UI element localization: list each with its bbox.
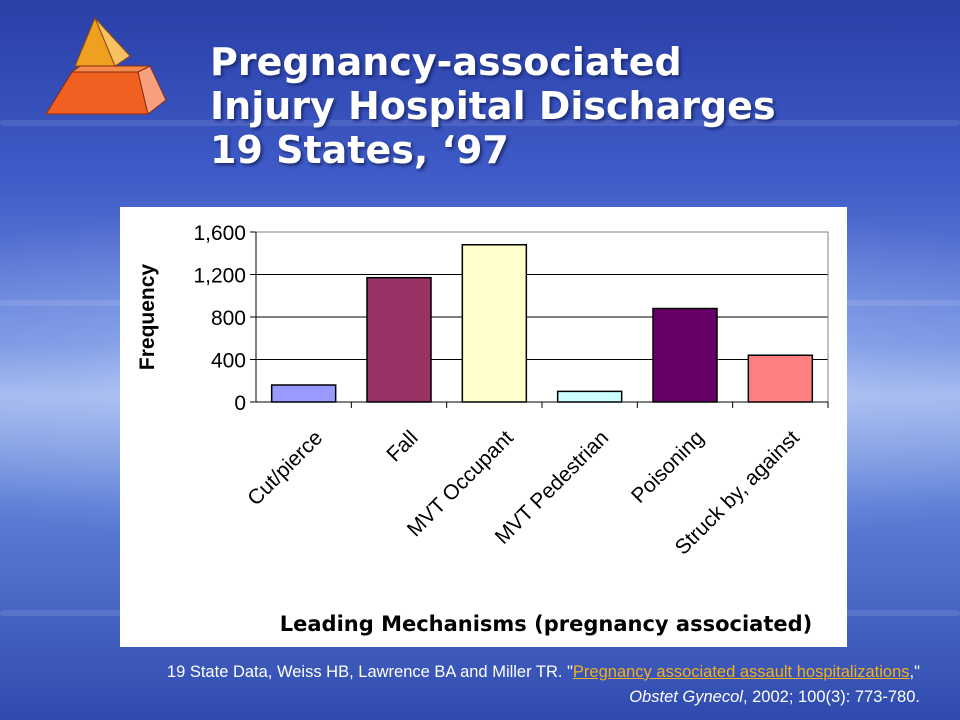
slide-title: Pregnancy-associated Injury Hospital Dis…: [210, 40, 930, 172]
citation-journal: Obstet Gynecol: [629, 688, 743, 706]
bar: [747, 354, 814, 403]
x-tick-label: Poisoning: [627, 426, 708, 507]
citation-prefix: 19 State Data, Weiss HB, Lawrence BA and…: [166, 663, 573, 681]
y-tick-label: 0: [234, 392, 246, 415]
bar: [556, 390, 623, 403]
bar: [270, 384, 337, 403]
chart-panel: 0 400 800 1,200 1,600 Cut/pierce Fall MVT Occup…: [120, 207, 847, 647]
bar: [366, 276, 432, 403]
x-axis-title: Leading Mechanisms (pregnancy associated…: [280, 612, 812, 636]
x-tick-label: Cut/pierce: [243, 426, 327, 510]
citation: 19 State Data, Weiss HB, Lawrence BA and…: [150, 660, 920, 710]
y-tick-label: 800: [211, 307, 246, 330]
y-tick-label: 1,600: [193, 222, 246, 245]
bar: [652, 307, 718, 403]
x-tick-label: Fall: [382, 426, 422, 466]
y-tick-label: 400: [211, 350, 246, 373]
pyramid-icon: [45, 16, 167, 115]
title-line-3: 19 States, ‘97: [210, 128, 509, 172]
y-axis-title: Frequency: [136, 264, 159, 371]
citation-link[interactable]: Pregnancy associated assault hospitaliza…: [572, 663, 910, 681]
citation-suffix: , 2002; 100(3): 773-780.: [742, 688, 920, 706]
citation-middle: ,": [909, 663, 920, 681]
background-streak: [0, 120, 960, 126]
bar: [461, 244, 528, 403]
y-tick-label: 1,200: [193, 265, 246, 288]
title-line-1: Pregnancy-associated: [210, 40, 682, 84]
title-line-2: Injury Hospital Discharges: [210, 84, 776, 128]
